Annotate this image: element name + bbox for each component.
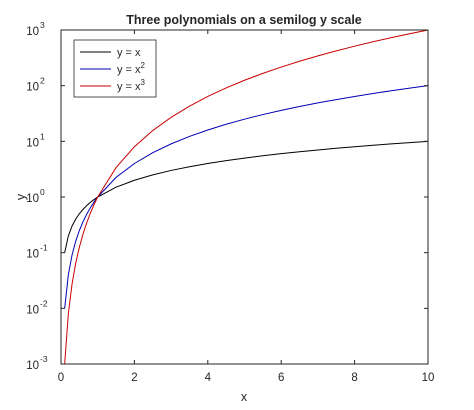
y-tick-exponent: -1: [40, 243, 48, 253]
series-line-1: [64, 140, 429, 253]
x-tick-label: 4: [205, 372, 212, 384]
y-tick-label: 10: [26, 26, 39, 38]
x-tick-label: 8: [351, 372, 357, 384]
chart-title: Three polynomials on a semilog y scale: [126, 13, 362, 27]
y-tick-exponent: 1: [40, 131, 45, 141]
x-tick-label: 0: [58, 372, 64, 384]
y-tick-label: 10: [26, 193, 39, 205]
legend-label-2: y = x2: [117, 61, 146, 76]
y-tick-label: 10: [26, 304, 39, 316]
y-tick-label: 10: [26, 249, 39, 261]
y-tick-exponent: -2: [40, 298, 48, 308]
x-tick-label: 10: [422, 372, 435, 384]
x-tick-label: 2: [131, 372, 137, 384]
legend: y = x y = x2 y = x3: [73, 39, 157, 98]
y-tick-label: 10: [26, 82, 39, 94]
series-line-2: [64, 85, 429, 309]
series-layer: [64, 29, 429, 365]
y-axis-label: y: [14, 193, 28, 200]
legend-label-1: y = x: [117, 47, 141, 59]
legend-label-exponent: 3: [141, 78, 146, 87]
plot-frame: [60, 29, 429, 365]
series-line-3: [64, 29, 429, 365]
y-tick-label: 10: [26, 137, 39, 149]
y-tick-exponent: 3: [40, 20, 45, 30]
y-tick-exponent: 2: [40, 76, 45, 86]
x-tick-label: 6: [278, 372, 284, 384]
legend-label-exponent: 2: [141, 61, 146, 70]
y-tick-label: 10: [26, 360, 39, 372]
legend-label-3: y = x3: [117, 78, 146, 93]
y-tick-exponent: 0: [40, 187, 45, 197]
y-tick-exponent: -3: [40, 354, 48, 364]
x-axis-label: x: [241, 390, 248, 404]
